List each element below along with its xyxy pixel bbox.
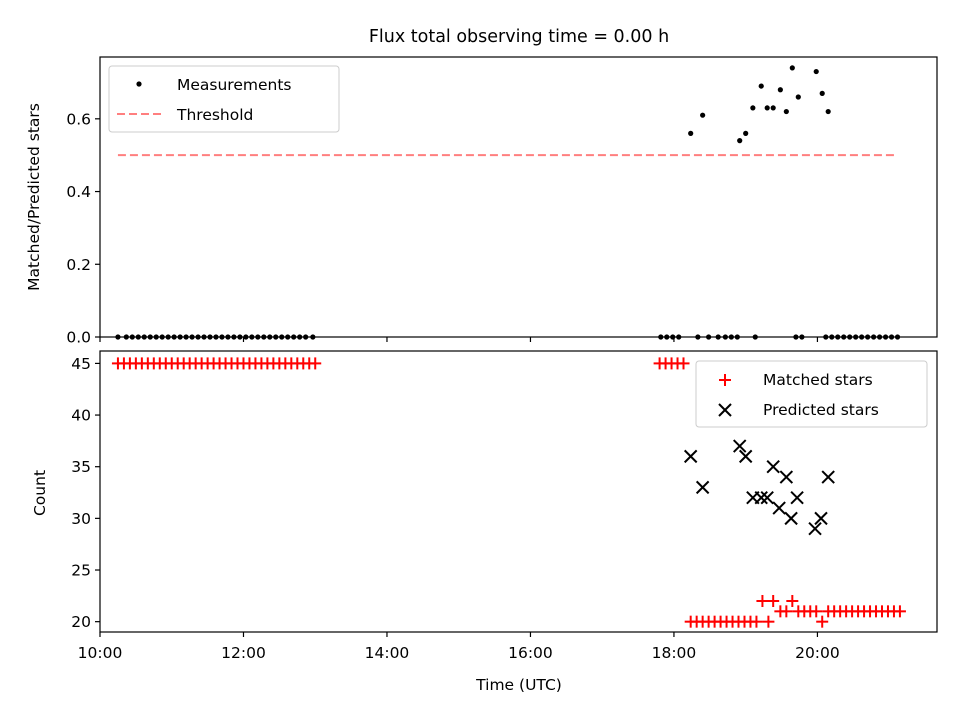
measurement-point <box>737 138 743 144</box>
top-ytick-label: 0.2 <box>66 256 91 274</box>
xtick-label: 12:00 <box>221 644 266 662</box>
predicted-star-stroke-b <box>808 521 822 536</box>
matched-star-point <box>750 615 763 628</box>
matched-star-point <box>762 615 775 628</box>
measurement-point <box>743 130 749 136</box>
predicted-star-stroke-b <box>683 449 698 464</box>
bottom-ytick-label: 40 <box>71 407 91 425</box>
predicted-star-point <box>790 490 804 505</box>
top-axis-ticks: 0.0 0.2 0.4 0.6 <box>66 110 819 347</box>
legend-predicted-label: Predicted stars <box>763 401 879 419</box>
matched-star-point <box>810 605 823 618</box>
predicted-star-stroke-b <box>784 511 798 526</box>
measurement-point <box>825 108 831 115</box>
top-panel: Matched/Predicted stars 0.0 0.2 0.4 0.6 Mea… <box>25 56 938 347</box>
legend-matched-label: Matched stars <box>763 371 873 389</box>
bottom-ytick-label: 25 <box>71 562 91 580</box>
predicted-star-stroke-b <box>766 459 780 474</box>
top-axes-frame <box>99 56 938 338</box>
predicted-star-point <box>738 449 753 464</box>
predicted-star-stroke-b <box>772 501 786 515</box>
bottom-panel: Count Time (UTC) 10:00 12:00 14:00 16:00 18:… <box>31 350 938 694</box>
legend-predicted-marker <box>718 403 732 417</box>
measurement-point <box>795 94 801 100</box>
predicted-star-point <box>814 511 828 526</box>
matched-star-point <box>767 595 780 608</box>
top-legend-box <box>108 65 340 133</box>
matched-star-point <box>816 615 829 628</box>
predicted-star-stroke-b <box>760 490 774 505</box>
predicted-star-point <box>784 511 798 526</box>
predicted-star-stroke-b <box>695 480 710 495</box>
measurement-point <box>700 112 706 118</box>
top-ylabel: Matched/Predicted stars <box>25 103 43 291</box>
chart-title: Flux total observing time = 0.00 h <box>369 27 669 47</box>
xtick-label: 20:00 <box>795 644 840 662</box>
matched-star-point <box>677 357 690 370</box>
predicted-star-point <box>733 439 747 453</box>
bottom-legend-box <box>695 360 928 428</box>
top-ytick-label: 0.4 <box>66 183 91 201</box>
matched-star-point <box>893 605 906 618</box>
bottom-axes-frame <box>99 350 938 633</box>
bottom-ytick-label: 35 <box>71 458 91 476</box>
measurement-point <box>789 65 795 71</box>
bottom-xlabel: Time (UTC) <box>475 676 562 694</box>
matched-star-point <box>786 595 799 608</box>
top-legend: Measurements Threshold <box>108 65 340 133</box>
measurement-point <box>764 105 770 111</box>
bottom-ylabel: Count <box>31 470 49 516</box>
measurement-point <box>750 105 756 111</box>
xtick-label: 14:00 <box>365 644 410 662</box>
bottom-ytick-label: 45 <box>71 355 91 373</box>
predicted-star-point <box>695 480 710 495</box>
legend-threshold-label: Threshold <box>176 106 253 124</box>
predicted-star-stroke-b <box>738 449 753 464</box>
measurement-point <box>813 68 819 75</box>
predicted-star-point <box>760 490 774 505</box>
predicted-star-stroke-b <box>779 470 794 484</box>
predicted-star-point <box>779 470 794 484</box>
predicted-star-point <box>766 459 780 474</box>
legend-matched-marker <box>719 374 731 386</box>
matched-star-point <box>780 605 793 618</box>
measurement-point <box>688 130 694 136</box>
matched-star-point <box>309 357 322 370</box>
xtick-label: 16:00 <box>508 644 553 662</box>
predicted-star-point <box>683 449 698 464</box>
predicted-star-stroke-b <box>821 470 835 484</box>
measurement-point <box>758 83 764 89</box>
top-ytick-label: 0.0 <box>66 329 91 347</box>
bottom-ytick-label: 20 <box>71 613 91 631</box>
bottom-plot-area <box>111 357 906 628</box>
predicted-star-stroke-b <box>754 490 768 505</box>
measurement-point <box>783 108 789 115</box>
matched-star-point <box>756 595 769 608</box>
xtick-label: 18:00 <box>652 644 697 662</box>
top-ytick-label: 0.6 <box>66 110 91 128</box>
predicted-star-point <box>754 490 768 505</box>
predicted-star-stroke-b <box>814 511 828 526</box>
predicted-star-stroke-b <box>733 439 747 453</box>
measurement-point <box>770 105 776 111</box>
predicted-star-point <box>808 521 822 536</box>
bottom-ytick-label: 30 <box>71 510 91 528</box>
legend-measurements-label: Measurements <box>177 76 292 94</box>
bottom-axis-ticks: 10:00 12:00 14:00 16:00 18:00 20:00 20 25 30 35 40… <box>71 355 839 662</box>
measurement-point <box>777 87 783 93</box>
bottom-legend: Matched stars Predicted stars <box>695 360 928 428</box>
predicted-star-point <box>772 501 786 515</box>
predicted-star-stroke-b <box>790 490 804 505</box>
predicted-star-point <box>821 470 835 484</box>
xtick-label: 10:00 <box>78 644 123 662</box>
legend-measurements-marker <box>136 81 142 87</box>
measurement-point <box>819 90 825 96</box>
